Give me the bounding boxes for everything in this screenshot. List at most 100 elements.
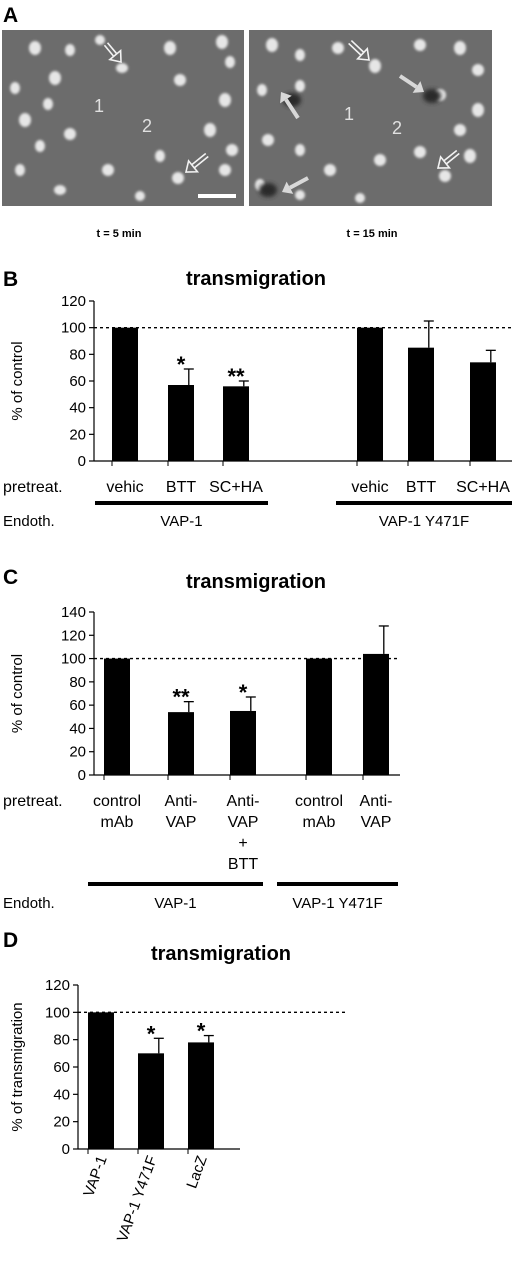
- y-tick-label: 40: [69, 400, 86, 417]
- y-tick-label: 60: [69, 373, 86, 390]
- bar: [223, 386, 249, 461]
- x-category-label: VAP: [361, 814, 392, 831]
- x-category-label: BTT: [406, 479, 436, 496]
- arrow-shaft: [350, 39, 365, 53]
- hollow-arrow-icon: [348, 39, 370, 61]
- y-tick-label: 80: [53, 1032, 70, 1049]
- y-tick-label: 20: [69, 744, 86, 761]
- micrograph-t15-cell: [472, 64, 484, 76]
- bar: [104, 658, 130, 775]
- bar: [357, 327, 383, 461]
- y-axis-label: % of control: [9, 341, 26, 420]
- micrograph-t5-cell: [54, 185, 66, 195]
- micrograph-t5-cell: [102, 164, 114, 176]
- micrograph-t5-cell: [219, 93, 231, 107]
- arrow-shaft: [106, 42, 118, 55]
- y-axis-label: % of control: [9, 654, 26, 733]
- solid-arrow-icon: [398, 74, 424, 93]
- x-category-label: vehic: [351, 479, 388, 496]
- micrograph-t5-cell: [35, 140, 45, 152]
- x-category-label: SC+HA: [456, 479, 510, 496]
- x-category-label: VAP: [228, 814, 259, 831]
- micrograph-t15-cell: [355, 193, 365, 203]
- bar: [168, 712, 194, 775]
- micrograph-t5-cell: [135, 191, 145, 201]
- micrograph-t15-cell-label-1: 1: [344, 104, 354, 124]
- x-category-label: VAP-1 Y471F: [114, 1154, 161, 1245]
- micrograph-t15-cell: [454, 41, 466, 55]
- y-tick-label: 120: [45, 977, 70, 994]
- micrograph-t5-cell: [204, 123, 216, 137]
- y-tick-label: 0: [78, 453, 86, 470]
- time-label-t5: t = 5 min: [97, 228, 142, 240]
- micrograph-t15-cells: [255, 38, 484, 203]
- y-tick-label: 0: [78, 767, 86, 784]
- pretreat-row-label: pretreat.: [3, 793, 63, 810]
- migrating-cell: [259, 183, 277, 197]
- micrograph-t15-cell: [295, 190, 305, 200]
- micrograph-t5-cell: [226, 144, 238, 156]
- panel-letter-c: C: [3, 566, 18, 589]
- time-label-t15: t = 15 min: [346, 228, 397, 240]
- x-category-label: +: [238, 835, 247, 852]
- x-category-label: Anti-: [165, 793, 198, 810]
- micrograph-t5-cell: [95, 35, 105, 45]
- micrograph-t15-cell: [295, 49, 305, 61]
- bar: [188, 1042, 214, 1149]
- y-tick-label: 40: [69, 720, 86, 737]
- micrograph-t15-cell: [414, 146, 426, 158]
- x-category-label: mAb: [303, 814, 336, 831]
- bar: [168, 385, 194, 461]
- micrograph-t5-cell: [155, 150, 165, 162]
- y-tick-label: 100: [61, 320, 86, 337]
- y-tick-label: 120: [61, 627, 86, 644]
- micrograph-t5-cell: [49, 71, 61, 85]
- arrow-shaft: [191, 152, 207, 166]
- y-tick-label: 0: [62, 1141, 70, 1158]
- micrograph-t5-cell: [164, 41, 176, 55]
- hollow-arrow-icon: [103, 42, 122, 64]
- bar: [408, 347, 434, 461]
- bar: [230, 710, 256, 775]
- endoth-row-label: Endoth.: [3, 895, 55, 912]
- y-tick-label: 60: [53, 1059, 70, 1076]
- x-category-label: BTT: [166, 479, 196, 496]
- x-category-label: LacZ: [183, 1154, 210, 1191]
- arrow-shaft: [284, 98, 300, 120]
- micrograph-t5-cell: [116, 63, 128, 73]
- x-category-label: vehic: [106, 479, 143, 496]
- arrow-shaft: [103, 44, 115, 57]
- micrograph-t15-cell: [324, 164, 336, 176]
- y-tick-label: 120: [61, 293, 86, 310]
- y-axis-label: % of transmigration: [9, 1002, 26, 1131]
- panel-letter-a: A: [3, 4, 18, 27]
- solid-arrow-icon: [280, 92, 300, 120]
- bar: [470, 362, 496, 461]
- micrograph-t15-cell: [374, 154, 386, 166]
- micrograph-t5-cell-label-2: 2: [142, 116, 152, 136]
- micrograph-t5-cell: [29, 41, 41, 55]
- y-tick-label: 100: [45, 1004, 70, 1021]
- micrograph-t5-cell: [43, 98, 53, 110]
- y-tick-label: 80: [69, 346, 86, 363]
- micrograph-t5-cell: [64, 128, 76, 140]
- arrow-shaft: [348, 42, 362, 56]
- endoth-row-label: Endoth.: [3, 513, 55, 530]
- micrograph-t5-cell: [219, 164, 231, 176]
- x-category-label: BTT: [228, 856, 258, 873]
- arrow-shaft: [398, 74, 418, 89]
- micrograph-t15-cell-label-2: 2: [392, 118, 402, 138]
- x-category-label: Anti-: [227, 793, 260, 810]
- x-category-label: VAP: [166, 814, 197, 831]
- x-category-label: SC+HA: [209, 479, 263, 496]
- micrograph-t5-cells: [10, 35, 238, 201]
- x-category-label: VAP-1: [80, 1154, 110, 1200]
- micrograph-t15-cell: [295, 80, 305, 92]
- y-tick-label: 40: [53, 1086, 70, 1103]
- arrow-shaft: [288, 176, 309, 190]
- micrograph-t15-cell: [266, 38, 278, 52]
- arrow-head: [436, 155, 452, 169]
- micrograph-t5-cell: [65, 44, 75, 56]
- arrow-head: [108, 48, 122, 64]
